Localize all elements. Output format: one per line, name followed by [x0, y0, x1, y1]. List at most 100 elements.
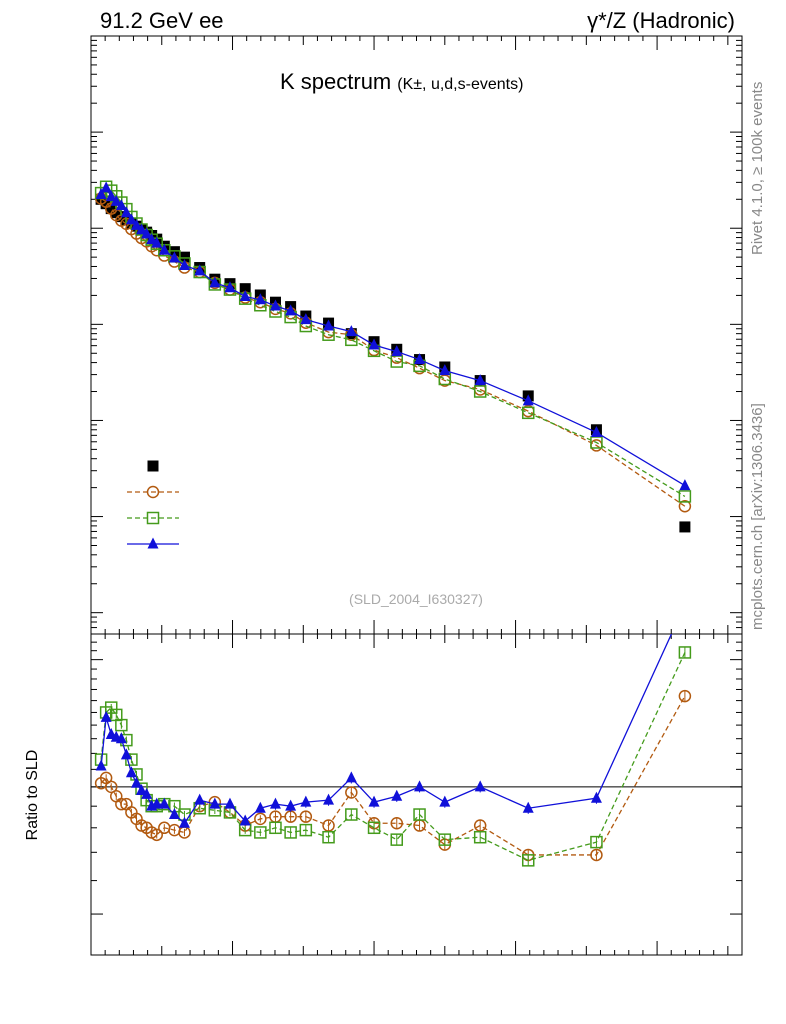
- legend-marker-sld: [147, 460, 159, 472]
- ratio-point-pythia-8-315-default: [224, 797, 236, 809]
- ratio-point-pythia-8-315-default: [323, 793, 335, 805]
- ratio-point-pythia-8-315-default: [100, 710, 112, 722]
- ratio-point-pythia-8-315-default: [95, 759, 107, 771]
- data-point-pythia-8-315-default: [345, 325, 357, 337]
- ratio-line-pythia-8-315-default: [100, 634, 673, 825]
- ratio-point-pythia-8-315-default: [269, 797, 281, 809]
- data-point-herwig-7-2-1-default: [521, 406, 535, 420]
- ratio-point-herwig-7-2-1-default: [115, 718, 128, 732]
- ratio-point-pythia-8-315-default: [679, 598, 690, 609]
- ratio-point-herwig-2-7-1-default: [254, 812, 267, 826]
- ratio-point-pythia-8-315-default: [345, 771, 357, 783]
- ratio-point-pythia-8-315-default: [285, 799, 297, 811]
- data-point-pythia-8-315-default: [130, 218, 142, 230]
- chart-title: K spectrum (K±, u,d,s-events): [280, 69, 523, 94]
- ratio-frame: [90, 633, 743, 956]
- ratio-point-pythia-8-315-default: [158, 797, 170, 809]
- data-point-pythia-8-315-default: [110, 194, 122, 206]
- ratio-point-herwig-7-2-1-default: [345, 808, 358, 821]
- ratio-point-pythia-8-315-default: [194, 793, 206, 805]
- data-point-pythia-8-315-default: [254, 293, 266, 305]
- data-point-pythia-8-315-default: [414, 353, 426, 365]
- data-point-pythia-8-315-default: [209, 276, 221, 288]
- ratio-point-herwig-7-2-1-default: [473, 830, 487, 844]
- ratio-point-herwig-7-2-1-default: [269, 821, 282, 835]
- ratio-point-pythia-8-315-default: [368, 795, 380, 807]
- data-point-pythia-8-315-default: [368, 338, 380, 350]
- ratio-point-pythia-8-315-default: [590, 791, 602, 803]
- ratio-point-herwig-7-2-1-default: [521, 854, 535, 867]
- ratio-point-pythia-8-315-default: [300, 795, 312, 807]
- data-point-pythia-8-315-default: [269, 299, 281, 311]
- data-point-pythia-8-315-default: [151, 236, 163, 248]
- data-point-pythia-8-315-default: [125, 213, 137, 225]
- data-point-sld: [178, 251, 190, 263]
- legend-marker-herwig-2-7-1-default: [146, 485, 160, 499]
- ratio-point-pythia-8-315-default: [151, 797, 163, 809]
- header-left: 91.2 GeV ee: [100, 8, 224, 33]
- data-point-pythia-8-315-default: [285, 304, 297, 316]
- data-point-pythia-8-315-default: [224, 281, 236, 293]
- data-point-pythia-8-315-default: [100, 181, 112, 193]
- ratio-ylabel: Ratio to SLD: [24, 750, 41, 841]
- mcplots-label: mcplots.cern.ch [arXiv:1306.3436]: [749, 403, 766, 630]
- ratio-series-group: [94, 598, 692, 867]
- ratio-line-herwig-7-2-1-default: [100, 652, 686, 862]
- main-frame: [90, 35, 743, 635]
- ratio-point-herwig-7-2-1-default: [438, 833, 452, 846]
- ratio-point-herwig-7-2-1-default: [254, 826, 267, 839]
- ratio-point-herwig-7-2-1-default: [299, 823, 313, 837]
- legend-marker-herwig-7-2-1-default: [146, 511, 160, 525]
- data-point-pythia-8-315-default: [120, 206, 132, 218]
- ratio-point-pythia-8-315-default: [522, 801, 534, 813]
- ratio-point-pythia-8-315-default: [120, 748, 132, 760]
- data-point-pythia-8-315-default: [474, 374, 486, 386]
- ratio-point-pythia-8-315-default: [125, 766, 137, 778]
- data-point-herwig-2-7-1-default: [678, 500, 692, 513]
- data-point-pythia-8-315-default: [300, 313, 312, 325]
- ratio-point-herwig-2-7-1-default: [345, 786, 358, 799]
- ratio-point-herwig-2-7-1-default: [299, 810, 313, 823]
- ratio-point-herwig-7-2-1-default: [367, 821, 381, 835]
- ratio-point-herwig-2-7-1-default: [104, 780, 118, 794]
- ratio-point-herwig-7-2-1-default: [413, 808, 426, 821]
- main-plot: [90, 35, 743, 635]
- data-point-herwig-7-2-1-default: [590, 436, 603, 449]
- data-point-sld: [679, 521, 691, 533]
- ratio-point-herwig-2-7-1-default: [590, 848, 603, 862]
- data-point-herwig-7-2-1-default: [473, 385, 487, 398]
- data-point-pythia-8-315-default: [239, 289, 251, 301]
- legend: [127, 460, 179, 549]
- analysis-id: (SLD_2004_I630327): [349, 591, 483, 607]
- ratio-point-pythia-8-315-default: [141, 787, 153, 799]
- ratio-point-pythia-8-315-default: [209, 797, 221, 809]
- data-point-pythia-8-315-default: [95, 188, 107, 200]
- data-point-pythia-8-315-default: [590, 425, 602, 437]
- main-line-herwig-7-2-1-default: [100, 185, 686, 497]
- ratio-point-herwig-7-2-1-default: [590, 835, 603, 849]
- ratio-point-pythia-8-315-default: [254, 801, 266, 813]
- ratio-point-pythia-8-315-default: [391, 789, 403, 801]
- data-point-pythia-8-315-default: [115, 199, 127, 211]
- main-series-group: [94, 180, 692, 533]
- ratio-point-pythia-8-315-default: [178, 816, 190, 828]
- ratio-point-pythia-8-315-default: [439, 795, 451, 807]
- ratio-point-pythia-8-315-default: [115, 732, 127, 744]
- ratio-point-pythia-8-315-default: [474, 780, 486, 792]
- ratio-point-herwig-7-2-1-default: [678, 646, 692, 659]
- ratio-point-pythia-8-315-default: [414, 780, 426, 792]
- data-point-pythia-8-315-default: [391, 345, 403, 357]
- chart-subtitle: (K±, u,d,s-events): [397, 76, 523, 93]
- data-point-pythia-8-315-default: [141, 227, 153, 239]
- rivet-label: Rivet 4.1.0, ≥ 100k events: [749, 82, 766, 255]
- ratio-plot: [90, 598, 743, 956]
- ratio-point-pythia-8-315-default: [136, 784, 148, 796]
- ratio-point-herwig-2-7-1-default: [678, 689, 692, 703]
- ratio-point-herwig-2-7-1-default: [390, 817, 404, 830]
- data-point-pythia-8-315-default: [679, 479, 691, 491]
- data-point-pythia-8-315-default: [439, 364, 451, 376]
- data-point-pythia-8-315-default: [522, 394, 534, 406]
- data-point-pythia-8-315-default: [168, 251, 180, 263]
- data-point-pythia-8-315-default: [136, 223, 148, 235]
